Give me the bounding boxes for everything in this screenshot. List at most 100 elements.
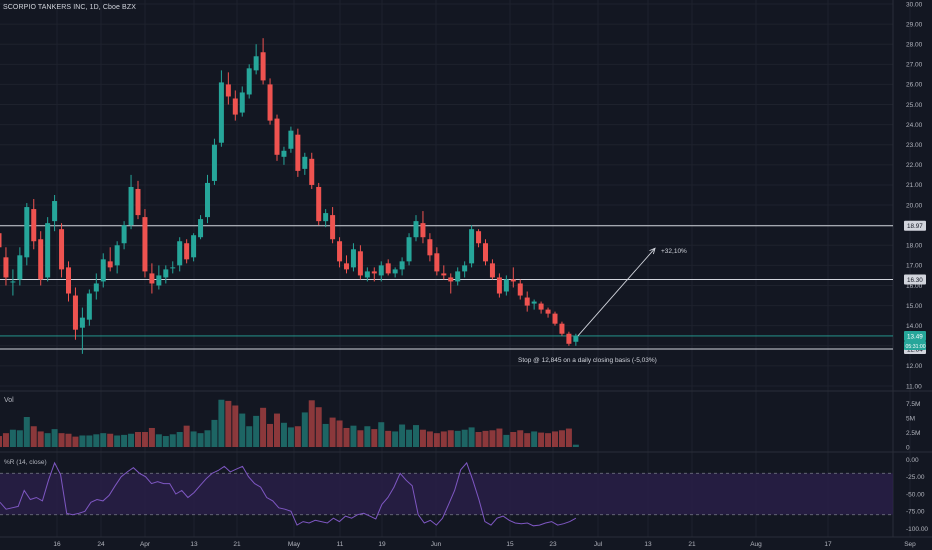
volume-pane-label: Vol (4, 397, 14, 404)
price-axis[interactable]: 11.0012.0013.0014.0015.0016.0017.0018.00… (906, 1, 928, 533)
time-tick-label: 21 (688, 541, 696, 548)
candle-body (503, 279, 509, 292)
candle-body (260, 52, 266, 81)
volume-bar (267, 423, 274, 447)
candle-body (406, 237, 412, 262)
candle-body (448, 277, 454, 282)
candle-body (232, 98, 238, 115)
candle-body (100, 259, 106, 282)
candle-body (483, 243, 488, 262)
candle-body (392, 269, 398, 274)
volume-bar (545, 433, 552, 447)
time-tick-label: 16 (53, 541, 61, 548)
volume-bar (100, 433, 107, 447)
candle-body (344, 263, 349, 270)
price-tick-label: 20.00 (906, 202, 923, 209)
price-tag-label: 16.30 (907, 277, 923, 284)
volume-bar (378, 422, 385, 447)
price-tick-label: 29.00 (906, 21, 923, 28)
candle-body (142, 217, 148, 272)
volume-bar (148, 427, 155, 447)
volume-bar (413, 425, 419, 447)
volume-bar (433, 433, 440, 447)
grid-lines (0, 0, 911, 537)
volume-bar (315, 407, 322, 447)
volume-bar (496, 428, 503, 447)
candle-body (462, 265, 468, 272)
candle-body (267, 84, 273, 121)
pane-separators (0, 0, 932, 538)
last-time-box (904, 340, 926, 350)
volume-bar (93, 434, 100, 447)
candle-body (469, 229, 475, 264)
candle-body (295, 134, 301, 171)
candle-body (177, 241, 183, 266)
time-tick-label: 23 (549, 541, 557, 548)
candlestick-series (0, 38, 579, 354)
volume-bar (197, 433, 204, 447)
volume-bar (503, 434, 510, 447)
volume-bar (371, 429, 378, 447)
time-axis[interactable]: 16 24 Apr 13 21 May 11 19 Jun 15 23 Jul 13 21 Aug 17 Sep (53, 541, 916, 548)
candle-body (559, 323, 565, 334)
candle-body (121, 225, 127, 244)
volume-bar (51, 429, 58, 447)
candle-body (0, 233, 2, 248)
volume-bar (16, 430, 23, 447)
volume-bar (343, 427, 350, 447)
price-tick-label: 16.00 (906, 283, 923, 290)
volume-bar (392, 431, 399, 447)
candle-body (191, 235, 197, 258)
candle-body (316, 186, 322, 222)
price-tick-label: 26.00 (906, 82, 923, 89)
candle-body (79, 317, 85, 328)
price-tick-label: 12.00 (906, 363, 923, 370)
volume-tick-label: 7.5M (906, 401, 920, 408)
volume-bar (350, 425, 357, 447)
volume-bar (232, 405, 239, 447)
candle-body (545, 309, 551, 314)
time-tick-label: 15 (506, 541, 514, 548)
target-arrow-line (577, 247, 656, 337)
volume-bar (287, 427, 294, 447)
candle-body (128, 186, 134, 226)
volume-bar (121, 434, 128, 447)
price-tag-box (904, 220, 926, 231)
williams-r-series (0, 461, 893, 527)
candle-body (253, 56, 259, 71)
indicator-tick-label: -50.00 (906, 491, 925, 498)
candle-body (350, 249, 356, 268)
candle-body (149, 273, 155, 284)
candle-body (524, 297, 530, 306)
candle-body (538, 303, 544, 310)
volume-bar (419, 429, 426, 447)
price-tick-label: 15.00 (906, 303, 923, 310)
candle-body (357, 251, 363, 276)
candle-body (302, 156, 308, 169)
candle-body (337, 241, 343, 262)
volume-bar (135, 432, 141, 447)
volume-bar (141, 432, 148, 447)
volume-bar (552, 431, 558, 447)
volume-bar (211, 419, 218, 447)
price-tick-label: 27.00 (906, 62, 923, 69)
stop-annotation: Stop @ 12,845 on a daily closing basis (… (518, 357, 657, 364)
drawing-annotations[interactable] (577, 247, 656, 337)
symbol-header[interactable]: SCORPIO TANKERS INC, 1D, Cboe BZX (3, 4, 136, 11)
volume-tick-label: 5M (906, 415, 915, 422)
time-tick-label: 19 (378, 541, 386, 548)
candle-body (476, 231, 482, 244)
candle-body (107, 261, 113, 268)
candle-body (225, 84, 231, 97)
volume-bar (9, 429, 16, 447)
volume-bar (218, 399, 225, 447)
volume-bar (454, 430, 461, 447)
candle-body (441, 273, 447, 276)
candle-body (364, 271, 370, 278)
volume-bar (44, 433, 51, 447)
horizontal-levels[interactable] (0, 225, 893, 350)
candle-body (385, 263, 391, 274)
volume-bar (565, 428, 572, 447)
